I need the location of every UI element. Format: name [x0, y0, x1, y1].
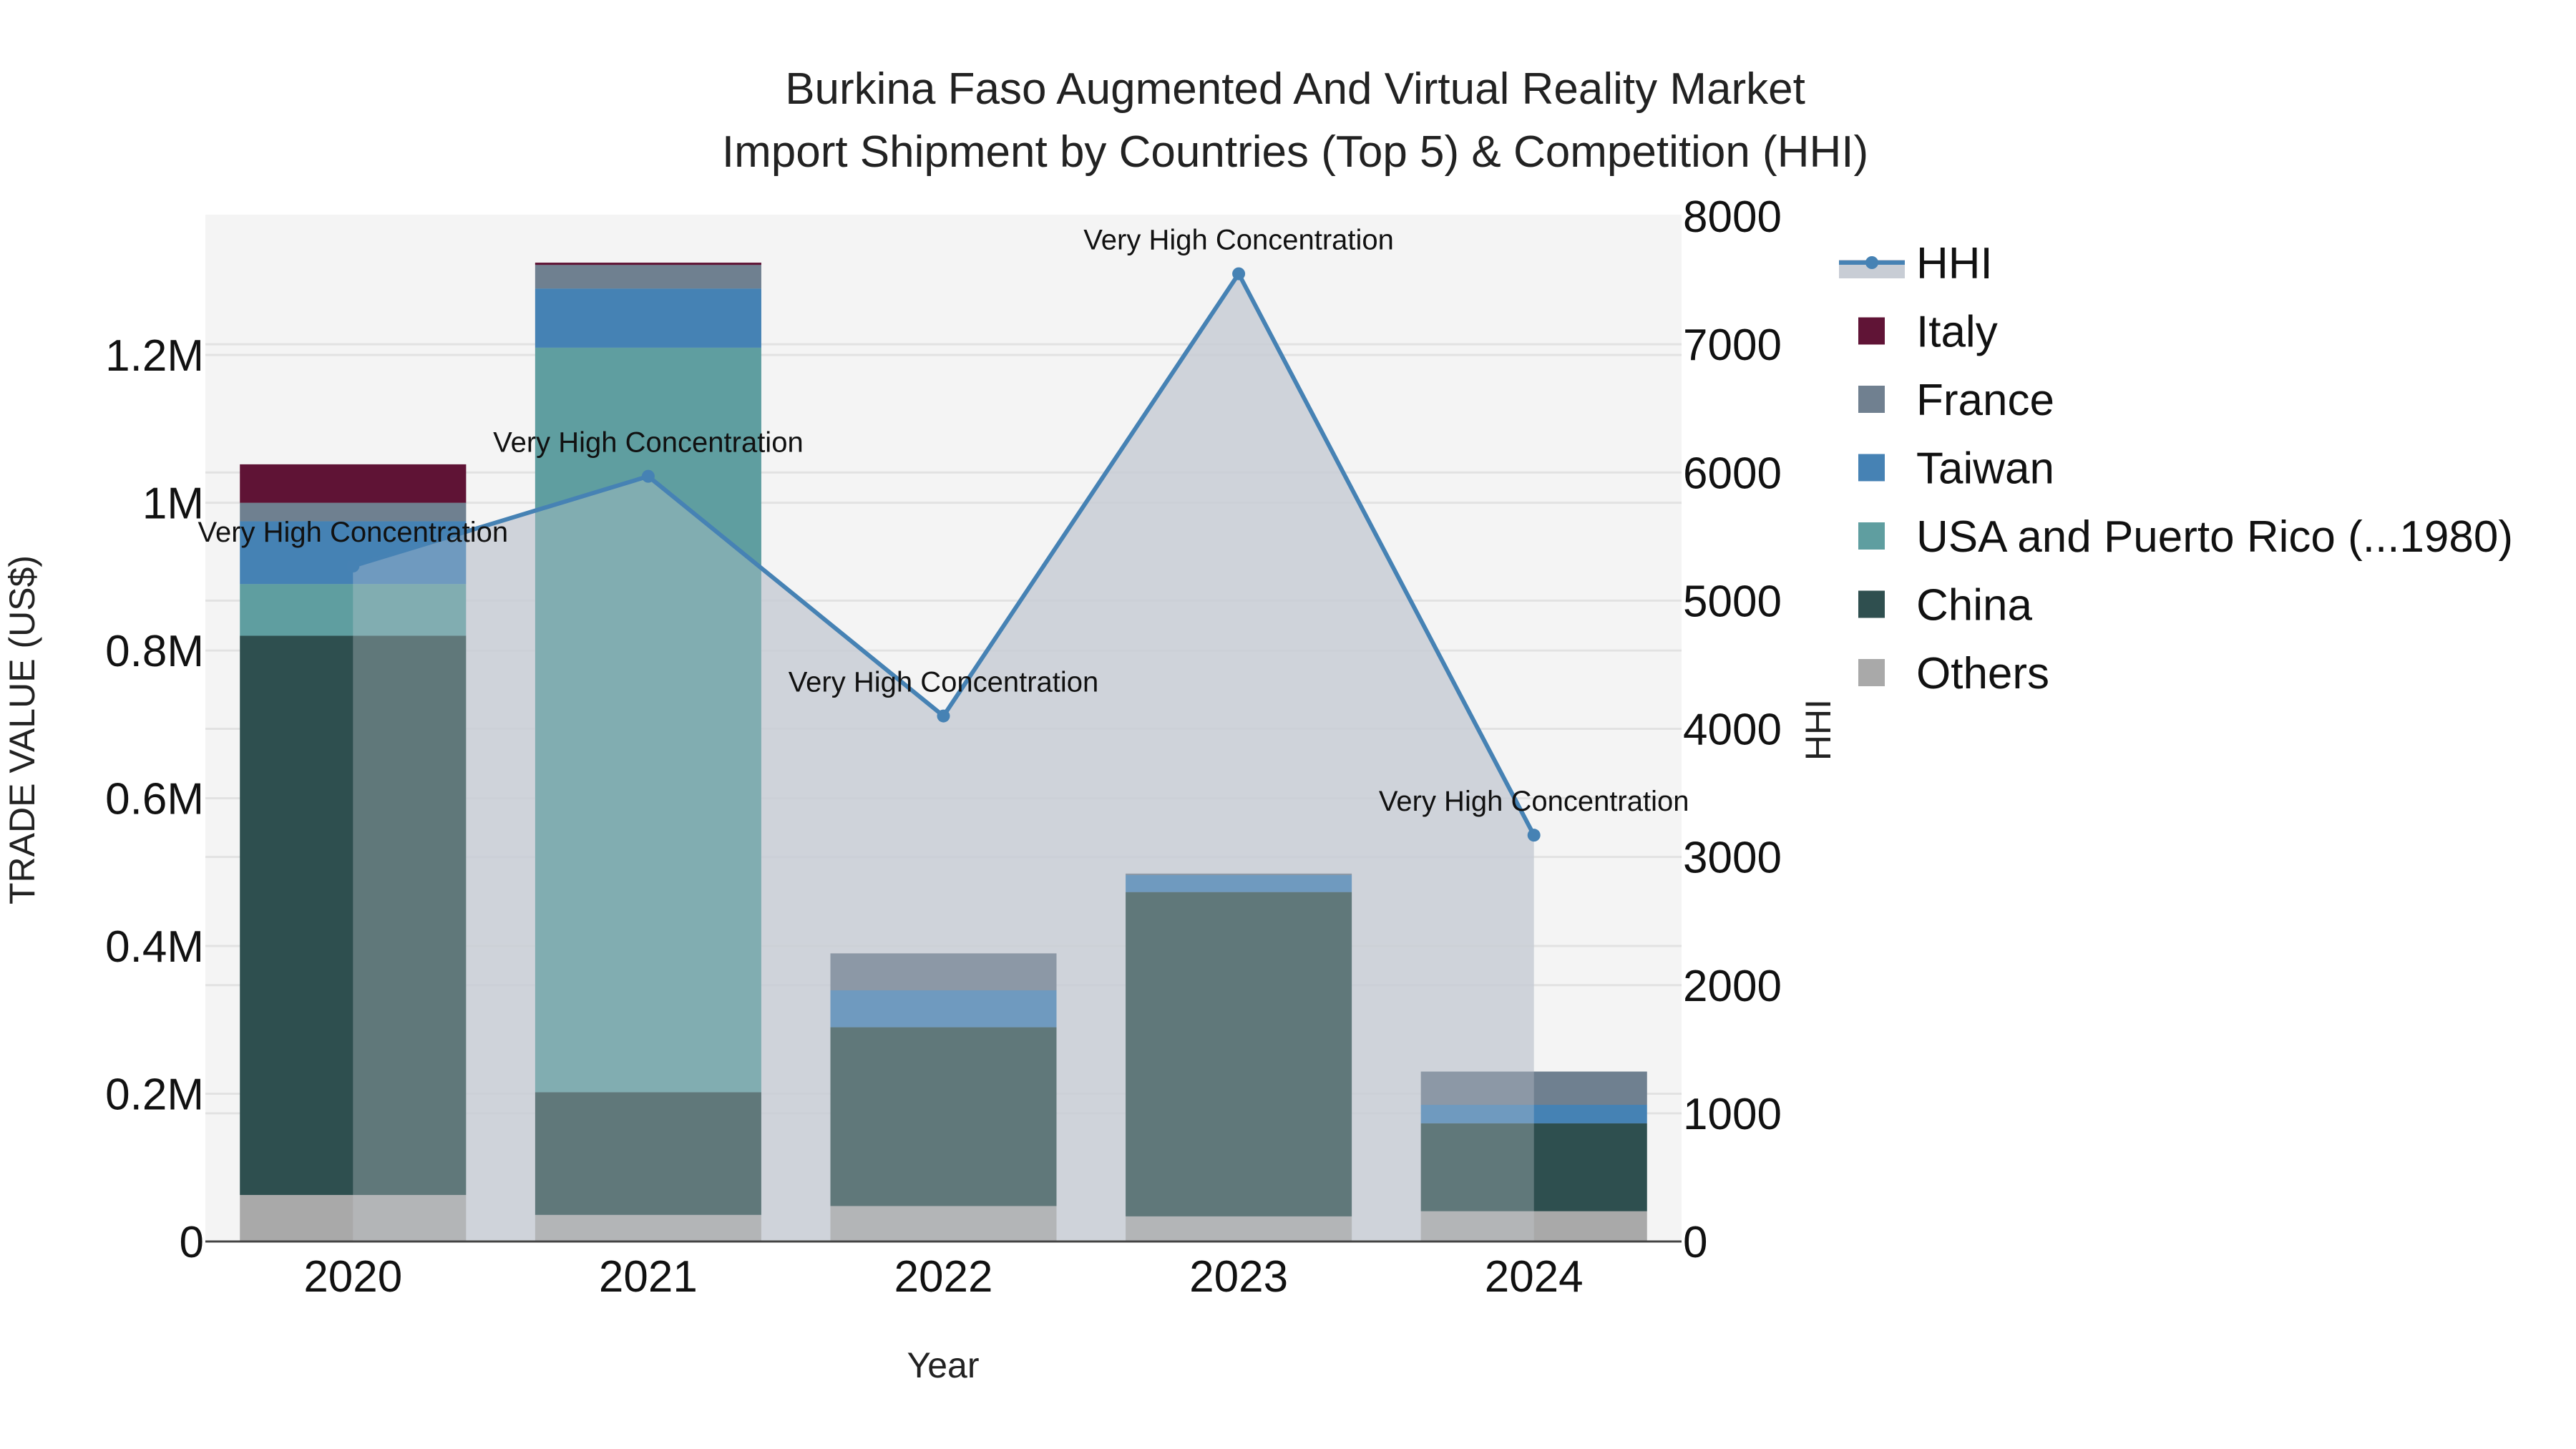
legend-swatch-icon [1858, 590, 1885, 618]
y2-axis-title: HHI [1798, 699, 1838, 761]
bar-segment-overlay [240, 1194, 467, 1241]
y2-tick-label: 2000 [1683, 962, 1782, 1011]
bar-segment-overlay [1126, 892, 1352, 1216]
legend-item-italy[interactable]: Italy [1858, 308, 1998, 357]
x-tick-label: 2024 [1485, 1252, 1584, 1302]
bar-segment-overlay [1126, 874, 1352, 892]
legend-marker-icon [1865, 256, 1878, 269]
y2-tick-label: 0 [1683, 1218, 1707, 1267]
y-tick-label: 1.2M [105, 331, 204, 381]
bar-segment-overlay [1420, 1071, 1647, 1106]
legend-swatch-icon [1858, 386, 1885, 413]
x-axis-ticks: 2020 2021 2022 2023 2024 [303, 1252, 1583, 1302]
bar-segment-overlay [240, 635, 467, 1195]
hhi-marker[interactable] [1527, 829, 1541, 842]
hhi-marker[interactable] [937, 709, 950, 723]
hhi-annotation: Very High Concentration [1379, 786, 1689, 817]
legend-swatch-icon [1858, 522, 1885, 550]
y-tick-label: 0.8M [105, 627, 204, 676]
legend-item-others[interactable]: Others [1858, 649, 2049, 698]
hhi-annotation: Very High Concentration [1083, 225, 1394, 256]
bar-segment-overlay [1126, 1216, 1352, 1241]
legend-label: China [1916, 581, 2033, 630]
bar-segment-overlay [240, 502, 467, 522]
y2-tick-label: 7000 [1683, 321, 1782, 370]
legend-item-china[interactable]: China [1858, 581, 2033, 630]
y2-axis-ticks: 0 1000 2000 3000 4000 5000 6000 7000 8000 [1683, 192, 1782, 1267]
y2-tick-label: 8000 [1683, 192, 1782, 242]
legend-item-hhi[interactable]: HHI [1839, 239, 1993, 288]
legend-label: Taiwan [1916, 444, 2054, 494]
bar-segment-overlay [830, 990, 1057, 1028]
y-tick-label: 1M [142, 479, 204, 529]
bar-segment-overlay [830, 953, 1057, 990]
hhi-line[interactable] [346, 267, 1541, 842]
hhi-marker[interactable] [641, 469, 655, 483]
chart-title: Burkina Faso Augmented And Virtual Reali… [785, 64, 1805, 114]
bar-segment-overlay [240, 584, 467, 636]
y-axis-ticks: 0 0.2M 0.4M 0.6M 0.8M 1M 1.2M [105, 331, 204, 1267]
legend-label: Italy [1916, 308, 1998, 357]
legend-item-taiwan[interactable]: Taiwan [1858, 444, 2054, 494]
bar-segment-overlay [240, 521, 467, 585]
bar-segment-overlay [830, 1206, 1057, 1241]
legend-item-usa-and-puerto-rico-1980[interactable]: USA and Puerto Rico (...1980) [1858, 512, 2513, 562]
hhi-annotations: Very High Concentration Very High Concent… [198, 225, 1689, 818]
bar-segment-overlay [535, 1092, 761, 1215]
y-tick-label: 0.4M [105, 922, 204, 972]
legend-label: France [1916, 376, 2054, 425]
y2-tick-label: 1000 [1683, 1090, 1782, 1139]
y-axis-title: TRADE VALUE (US$) [2, 555, 42, 904]
y-tick-label: 0.2M [105, 1070, 204, 1120]
bar-segment-overlay [1420, 1211, 1647, 1241]
legend: HHI Italy France Taiwan USA and Puerto Rico … [1839, 239, 2513, 698]
bar-segment-overlay [1420, 1105, 1647, 1123]
x-axis-title: Year [907, 1345, 979, 1385]
bar-segment-overlay [1420, 1123, 1647, 1211]
legend-label: Others [1916, 649, 2049, 698]
bar-segment-overlay [535, 263, 761, 265]
hhi-annotation: Very High Concentration [789, 667, 1099, 698]
y-tick-label: 0.6M [105, 775, 204, 824]
x-tick-label: 2023 [1189, 1252, 1288, 1302]
bar-segment-overlay [240, 464, 467, 503]
legend-label: USA and Puerto Rico (...1980) [1916, 512, 2513, 562]
x-tick-label: 2020 [303, 1252, 402, 1302]
bar-segment-overlay [1126, 873, 1352, 875]
x-tick-label: 2022 [894, 1252, 993, 1302]
legend-swatch-icon [1858, 659, 1885, 686]
bars-overlay [240, 263, 1647, 1241]
bar-segment-overlay [535, 288, 761, 348]
y2-tick-label: 4000 [1683, 706, 1782, 755]
legend-label: HHI [1916, 239, 1993, 288]
legend-swatch-icon [1858, 454, 1885, 482]
hhi-annotation: Very High Concentration [198, 517, 509, 548]
bar-segment-overlay [535, 265, 761, 289]
bar-segment-overlay [535, 347, 761, 1093]
hhi-annotation: Very High Concentration [493, 427, 804, 459]
legend-item-france[interactable]: France [1858, 376, 2054, 425]
hhi-marker[interactable] [1232, 267, 1246, 280]
bar-segment-overlay [830, 1027, 1057, 1206]
bar-segment-overlay [535, 1214, 761, 1241]
hhi-marker[interactable] [346, 560, 360, 573]
y2-tick-label: 3000 [1683, 834, 1782, 883]
x-tick-label: 2021 [599, 1252, 698, 1302]
chart-subtitle: Import Shipment by Countries (Top 5) & C… [722, 127, 1868, 177]
y2-tick-label: 6000 [1683, 449, 1782, 498]
legend-swatch-icon [1858, 317, 1885, 345]
y-tick-label: 0 [180, 1218, 204, 1267]
y2-tick-label: 5000 [1683, 577, 1782, 626]
